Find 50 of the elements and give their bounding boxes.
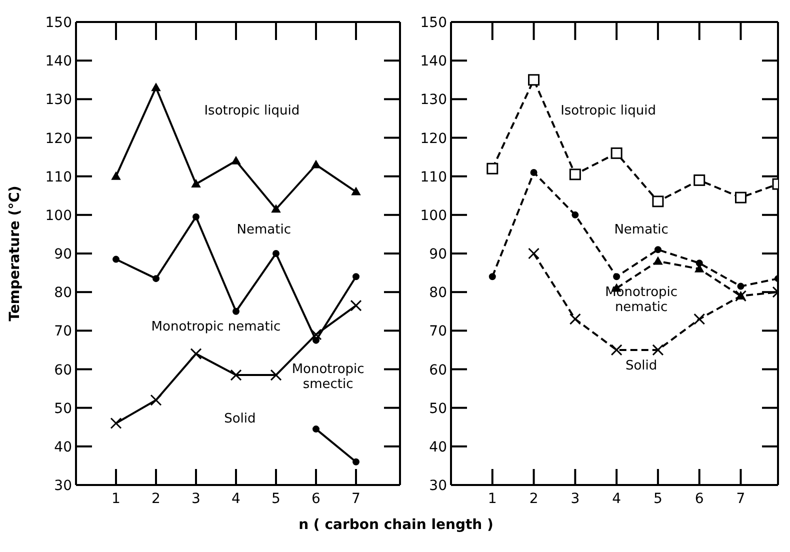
y-tick-label: 140 xyxy=(45,54,72,70)
x-tick-label: 4 xyxy=(612,491,622,507)
x-axis-title: n ( carbon chain length ) xyxy=(298,517,494,533)
y-tick-label: 30 xyxy=(54,478,72,494)
y-tick-label: 150 xyxy=(45,15,72,31)
annotation: Monotropic nematic xyxy=(151,319,281,334)
y-tick-label: 40 xyxy=(429,439,447,456)
y-tick-label: 70 xyxy=(429,324,447,340)
x-tick-label: 7 xyxy=(736,491,746,507)
y-tick-label: 130 xyxy=(45,92,72,108)
annotation: Nematic xyxy=(614,222,668,238)
y-tick-label: 110 xyxy=(45,169,72,186)
y-tick-label: 120 xyxy=(420,130,447,147)
y-tick-label: 90 xyxy=(429,246,447,262)
y-tick-label: 110 xyxy=(420,169,447,186)
y-tick-label: 140 xyxy=(420,54,447,70)
y-tick-label: 90 xyxy=(54,246,72,262)
annotation: Nematic xyxy=(236,222,292,238)
x-tick-label: 7 xyxy=(352,491,360,507)
annotation: Solid xyxy=(224,412,256,427)
annotation: Isotropic liquid xyxy=(560,103,656,118)
y-tick-label: 100 xyxy=(45,208,72,224)
y-tick-label: 60 xyxy=(54,362,72,378)
annotation: Solid xyxy=(625,358,658,374)
x-tick-label: 1 xyxy=(488,491,497,507)
x-tick-label: 2 xyxy=(529,491,538,507)
y-tick-label: 120 xyxy=(45,130,72,147)
x-tick-label: 1 xyxy=(112,491,120,507)
y-tick-label: 130 xyxy=(420,92,447,108)
y-tick-label: 40 xyxy=(54,439,72,456)
y-tick-label: 50 xyxy=(429,400,447,417)
y-tick-label: 80 xyxy=(54,285,72,302)
y-tick-label: 30 xyxy=(429,478,447,494)
x-tick-label: 4 xyxy=(232,491,241,507)
x-tick-label: 3 xyxy=(570,491,580,507)
x-tick-label: 2 xyxy=(152,491,160,507)
annotation: Isotropic liquid xyxy=(204,103,300,118)
y-tick-label: 100 xyxy=(420,208,447,224)
x-tick-label: 6 xyxy=(694,491,704,507)
annotation: Monotropic smectic xyxy=(292,362,364,392)
x-tick-label: 6 xyxy=(312,491,321,507)
x-tick-label: 5 xyxy=(272,491,280,507)
y-tick-label: 150 xyxy=(420,15,447,31)
y-tick-label: 80 xyxy=(429,285,447,302)
y-tick-label: 60 xyxy=(429,362,447,378)
x-tick-label: 3 xyxy=(192,491,200,507)
y-tick-label: 70 xyxy=(54,324,72,340)
x-tick-label: 5 xyxy=(654,491,662,507)
y-axis-title: Temperature (°C) xyxy=(6,186,23,322)
y-tick-label: 50 xyxy=(54,400,72,417)
